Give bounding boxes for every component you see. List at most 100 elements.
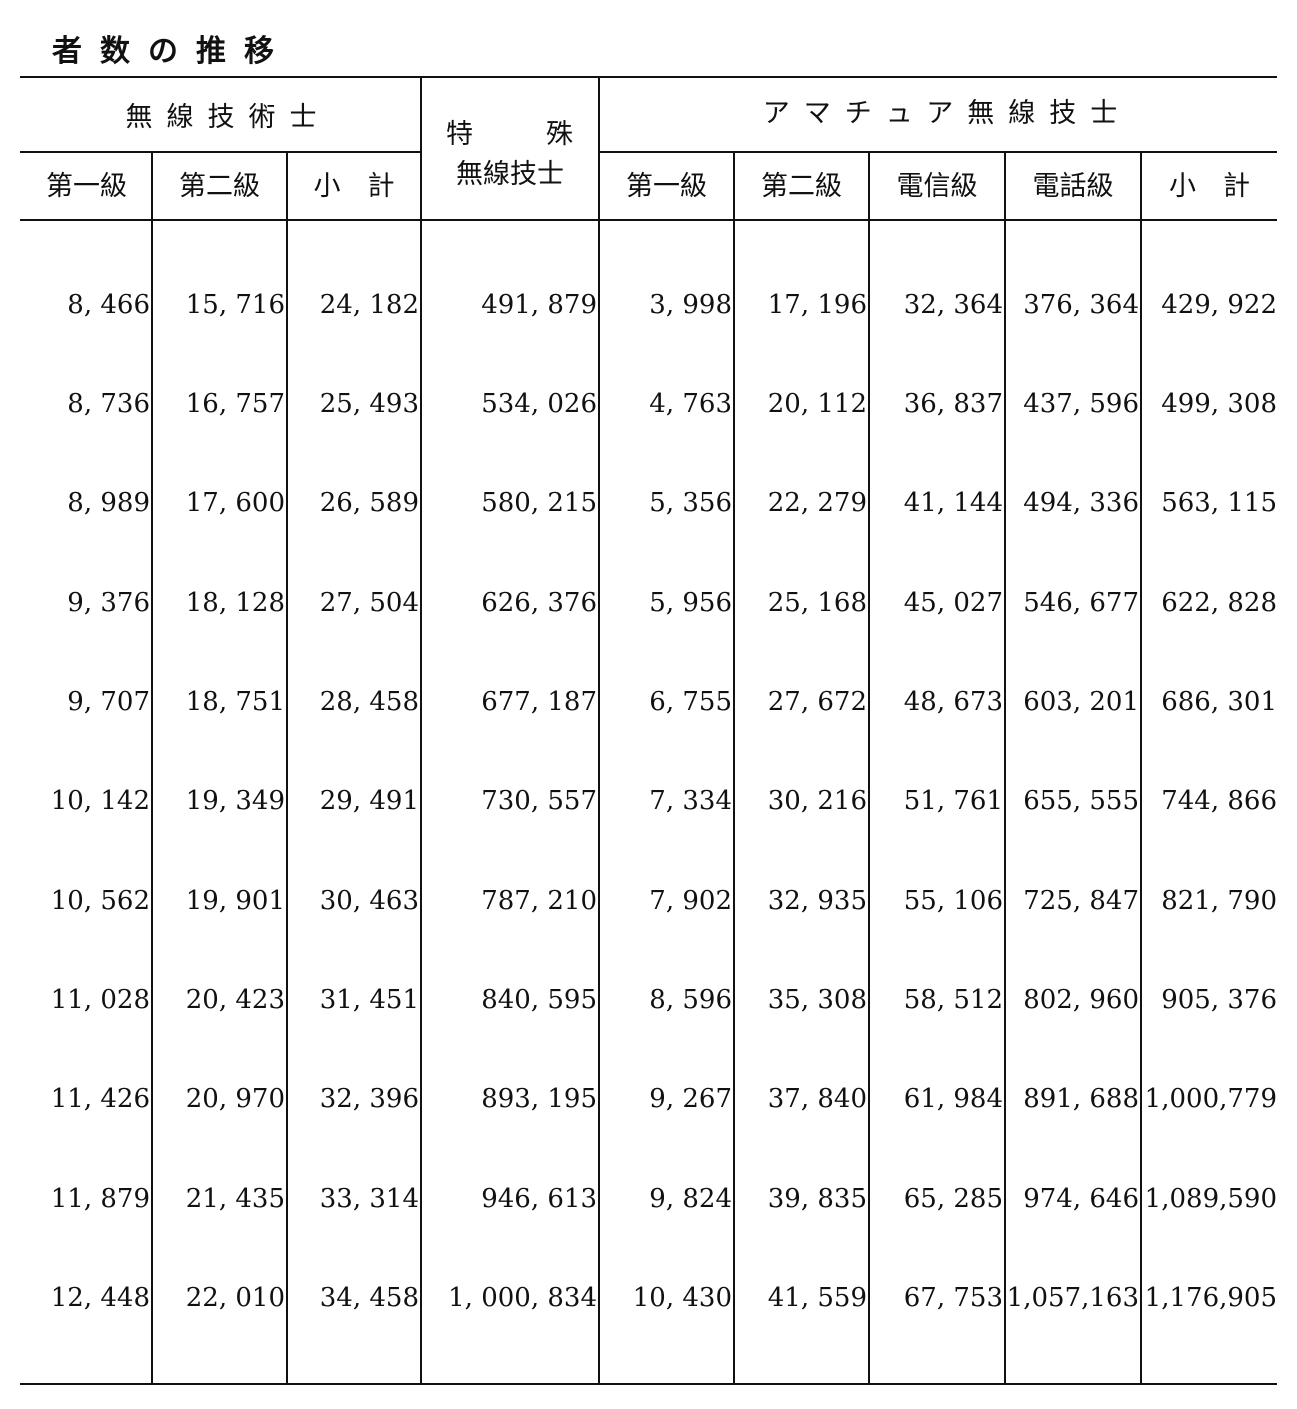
table-cell: 20, 423 [185,985,285,1015]
table-cell: 67, 753 [903,1283,1003,1313]
table-cell: 51, 761 [903,786,1003,816]
table-cell: 787, 210 [481,886,597,916]
table-cell: 19, 901 [185,886,285,916]
header-tokushu-char-2: 殊 [546,119,573,150]
table-cell: 821, 790 [1161,886,1277,916]
table-cell: 18, 751 [185,687,285,717]
col-divider [1140,152,1142,1383]
table-cell: 9, 267 [649,1084,732,1114]
table-cell: 35, 308 [767,985,867,1015]
table-cell: 22, 279 [767,488,867,518]
table-cell: 17, 600 [185,488,285,518]
table-cell: 730, 557 [481,786,597,816]
table-cell: 546, 677 [1023,588,1139,618]
table-cell: 7, 334 [649,786,732,816]
table-cell: 499, 308 [1161,389,1277,419]
table-cell: 41, 144 [903,488,1003,518]
table-cell: 22, 010 [185,1283,285,1313]
table-cell: 45, 027 [903,588,1003,618]
table-cell: 626, 376 [481,588,597,618]
table-cell: 20, 970 [185,1084,285,1114]
table-cell: 655, 555 [1023,786,1139,816]
table-cell: 41, 559 [767,1283,867,1313]
table-cell: 31, 451 [319,985,419,1015]
table-cell: 30, 216 [767,786,867,816]
table-cell: 29, 491 [319,786,419,816]
table-cell: 9, 376 [67,588,150,618]
col-divider [286,152,288,1383]
header-tokushu-label: 無線技士 [456,159,564,190]
table-cell: 8, 596 [649,985,732,1015]
table-cell: 11, 028 [50,985,150,1015]
col-header-1: 第一級 [46,171,127,202]
table-cell: 16, 757 [185,389,285,419]
table-cell: 946, 613 [481,1184,597,1214]
table-cell: 491, 879 [481,290,597,320]
table-cell: 32, 935 [767,886,867,916]
table-cell: 39, 835 [767,1184,867,1214]
col-divider [1004,152,1006,1383]
table-cell: 19, 349 [185,786,285,816]
table-cell: 9, 824 [649,1184,732,1214]
table-cell: 1,057,163 [1006,1283,1139,1313]
table-cell: 580, 215 [481,488,597,518]
table-cell: 11, 879 [50,1184,150,1214]
table-cell: 26, 589 [319,488,419,518]
table-cell: 677, 187 [481,687,597,717]
table-cell: 6, 755 [649,687,732,717]
col-divider [420,77,422,1383]
table-cell: 8, 466 [67,290,150,320]
table-cell: 5, 956 [649,588,732,618]
table-cell: 33, 314 [319,1184,419,1214]
header-group-amateur: アマチュア無線技士 [762,98,1132,129]
header-group-musen-gijutsushi: 無線技術士 [125,102,331,133]
table-cell: 27, 672 [767,687,867,717]
table-cell: 1,176,905 [1144,1283,1277,1313]
table-cell: 494, 336 [1023,488,1139,518]
table-cell: 21, 435 [185,1184,285,1214]
table-cell: 7, 902 [649,886,732,916]
table-top-rule [20,76,1277,78]
table-cell: 17, 196 [767,290,867,320]
table-cell: 1,000,779 [1144,1084,1277,1114]
table-cell: 3, 998 [649,290,732,320]
header-bottom-rule [20,219,1277,221]
table-cell: 9, 707 [67,687,150,717]
table-cell: 1, 000, 834 [448,1283,597,1313]
table-cell: 974, 646 [1023,1184,1139,1214]
table-cell: 30, 463 [319,886,419,916]
table-cell: 37, 840 [767,1084,867,1114]
table-cell: 905, 376 [1161,985,1277,1015]
table-cell: 5, 356 [649,488,732,518]
table-cell: 429, 922 [1161,290,1277,320]
table-cell: 563, 115 [1161,488,1277,518]
table-cell: 15, 716 [185,290,285,320]
col-header-6: 電信級 [896,171,978,202]
table-cell: 744, 866 [1161,786,1277,816]
table-cell: 802, 960 [1023,985,1139,1015]
table-cell: 28, 458 [319,687,419,717]
table-cell: 61, 984 [903,1084,1003,1114]
table-cell: 10, 142 [50,786,150,816]
table-cell: 10, 430 [632,1283,732,1313]
table-cell: 58, 512 [903,985,1003,1015]
table-cell: 4, 763 [649,389,732,419]
table-cell: 20, 112 [767,389,867,419]
table-cell: 18, 128 [185,588,285,618]
table-cell: 48, 673 [903,687,1003,717]
header-tokushu-char-1: 特 [446,119,473,150]
table-cell: 36, 837 [903,389,1003,419]
table-cell: 25, 493 [319,389,419,419]
col-divider [151,152,153,1383]
table-cell: 55, 106 [903,886,1003,916]
col-divider [733,152,735,1383]
col-header-2: 第二級 [179,171,260,202]
table-cell: 12, 448 [50,1283,150,1313]
col-header-8: 小 計 [1169,171,1250,202]
col-header-7: 電話級 [1032,171,1114,202]
table-cell: 10, 562 [50,886,150,916]
page-title: 者数の推移 [52,34,292,69]
header-mid-rule-right [600,151,1277,153]
table-cell: 32, 364 [903,290,1003,320]
table-cell: 893, 195 [481,1084,597,1114]
